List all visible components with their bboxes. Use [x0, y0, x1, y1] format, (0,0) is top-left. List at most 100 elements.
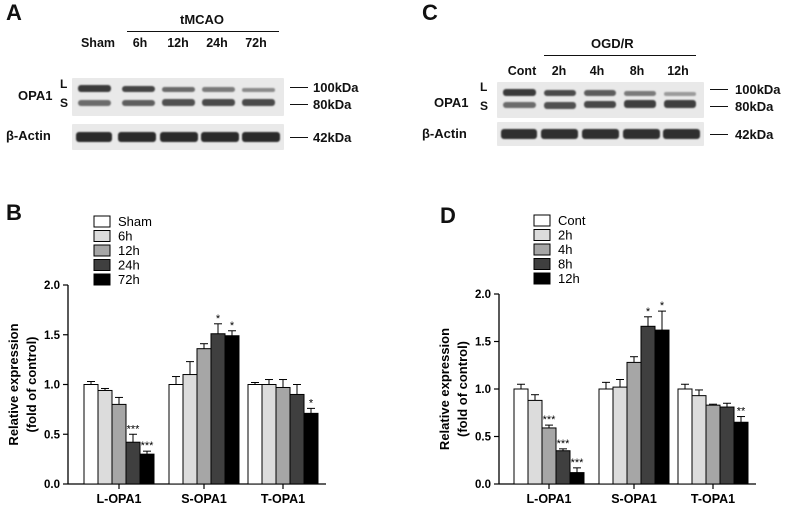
x-tick-label: T-OPA1 — [261, 492, 305, 506]
lane-label: 24h — [206, 36, 228, 50]
bar — [733, 421, 749, 485]
bar — [513, 388, 529, 485]
band — [201, 132, 239, 142]
band — [544, 90, 576, 96]
bar — [139, 453, 155, 485]
panel-letter-a: A — [6, 0, 22, 25]
x-tick-label: S-OPA1 — [611, 492, 657, 506]
band — [122, 86, 155, 92]
marker-tick — [710, 89, 728, 90]
band — [118, 132, 156, 142]
y-axis-label: (fold of control) — [24, 336, 39, 432]
band — [78, 100, 111, 106]
legend-label: 72h — [118, 272, 140, 287]
significance-label: ** — [737, 406, 746, 418]
legend-swatch — [533, 243, 551, 256]
bar — [168, 384, 184, 485]
band — [162, 99, 195, 106]
bar — [654, 329, 670, 485]
legend-label: 12h — [118, 243, 140, 258]
lane-label: Cont — [507, 64, 537, 78]
lane-label: 12h — [667, 64, 689, 78]
marker-label: 80kDa — [313, 97, 352, 112]
marker-tick — [290, 104, 308, 105]
significance-label: * — [216, 313, 221, 325]
legend-label: 2h — [558, 228, 572, 243]
bar — [275, 386, 291, 485]
significance-label: * — [646, 306, 651, 318]
significance-label: *** — [571, 457, 585, 469]
legend-label: 12h — [558, 271, 580, 286]
bar — [569, 472, 585, 485]
y-tick-label: 1.0 — [44, 380, 60, 392]
significance-label: *** — [141, 440, 155, 452]
marker-label: 42kDa — [735, 127, 774, 142]
legend-swatch — [533, 258, 551, 270]
marker-tick — [290, 87, 308, 88]
band — [544, 102, 576, 109]
significance-label: * — [309, 397, 314, 409]
legend-swatch — [533, 214, 551, 227]
bar — [555, 450, 571, 485]
legend-label: Cont — [558, 213, 586, 228]
legend-swatch — [533, 229, 551, 241]
bar-chart-b: 0.0 0.5 1.0 1.5 2.0 Relative expression (fold … — [6, 214, 326, 506]
bar — [691, 395, 707, 485]
y-axis-label: (fold of control) — [455, 341, 470, 437]
marker-tick — [710, 134, 728, 135]
bar — [719, 406, 735, 485]
bar — [541, 427, 557, 485]
band — [501, 129, 537, 139]
opa1-blot-c — [497, 82, 704, 118]
band — [663, 129, 700, 139]
lane-label: 6h — [132, 36, 148, 50]
band — [202, 99, 235, 106]
short-form-label: S — [480, 99, 489, 113]
legend-swatch — [93, 215, 111, 228]
marker-label: 80kDa — [735, 99, 774, 114]
group-label-c: OGD/R — [591, 36, 634, 51]
bar — [677, 388, 693, 485]
opa1-row-label: OPA1 — [434, 95, 469, 110]
bar-chart-d: 0.0 0.5 1.0 1.5 2.0 Relative expression (fold … — [437, 213, 756, 506]
significance-label: * — [230, 320, 235, 332]
band — [242, 132, 280, 142]
y-tick-label: 0.0 — [44, 479, 60, 491]
bar — [527, 399, 543, 485]
group-bracket-c — [544, 55, 696, 56]
band — [623, 129, 660, 139]
bar — [289, 393, 305, 485]
y-tick-label: 1.0 — [475, 384, 491, 396]
bar — [125, 441, 141, 485]
band — [160, 132, 198, 142]
y-tick-label: 0.5 — [44, 429, 61, 441]
bar — [626, 361, 642, 485]
y-tick-label: 2.0 — [475, 289, 491, 301]
lane-label: Sham — [80, 36, 116, 50]
legend-label: 4h — [558, 242, 572, 257]
y-tick-label: 2.0 — [44, 280, 60, 292]
band — [162, 87, 195, 92]
y-axis-label: Relative expression — [6, 323, 21, 445]
band — [582, 129, 619, 139]
bar — [261, 384, 277, 485]
band — [624, 91, 656, 96]
y-tick-label: 1.5 — [475, 337, 492, 349]
panel-letter-b: B — [6, 200, 22, 225]
significance-label: *** — [127, 423, 141, 435]
bar — [640, 325, 656, 485]
actin-row-label: β-Actin — [6, 128, 51, 143]
legend-label: Sham — [118, 214, 152, 229]
lane-label: 4h — [589, 64, 605, 78]
marker-label: 42kDa — [313, 130, 352, 145]
legend-swatch — [533, 272, 551, 285]
long-form-label: L — [480, 80, 488, 94]
group-bracket-a — [127, 31, 279, 32]
panel-letter-c: C — [422, 0, 438, 25]
actin-blot-c — [497, 122, 704, 146]
bar — [598, 388, 614, 485]
marker-label: 100kDa — [313, 80, 359, 95]
bar — [247, 384, 263, 485]
legend-swatch — [93, 259, 111, 271]
